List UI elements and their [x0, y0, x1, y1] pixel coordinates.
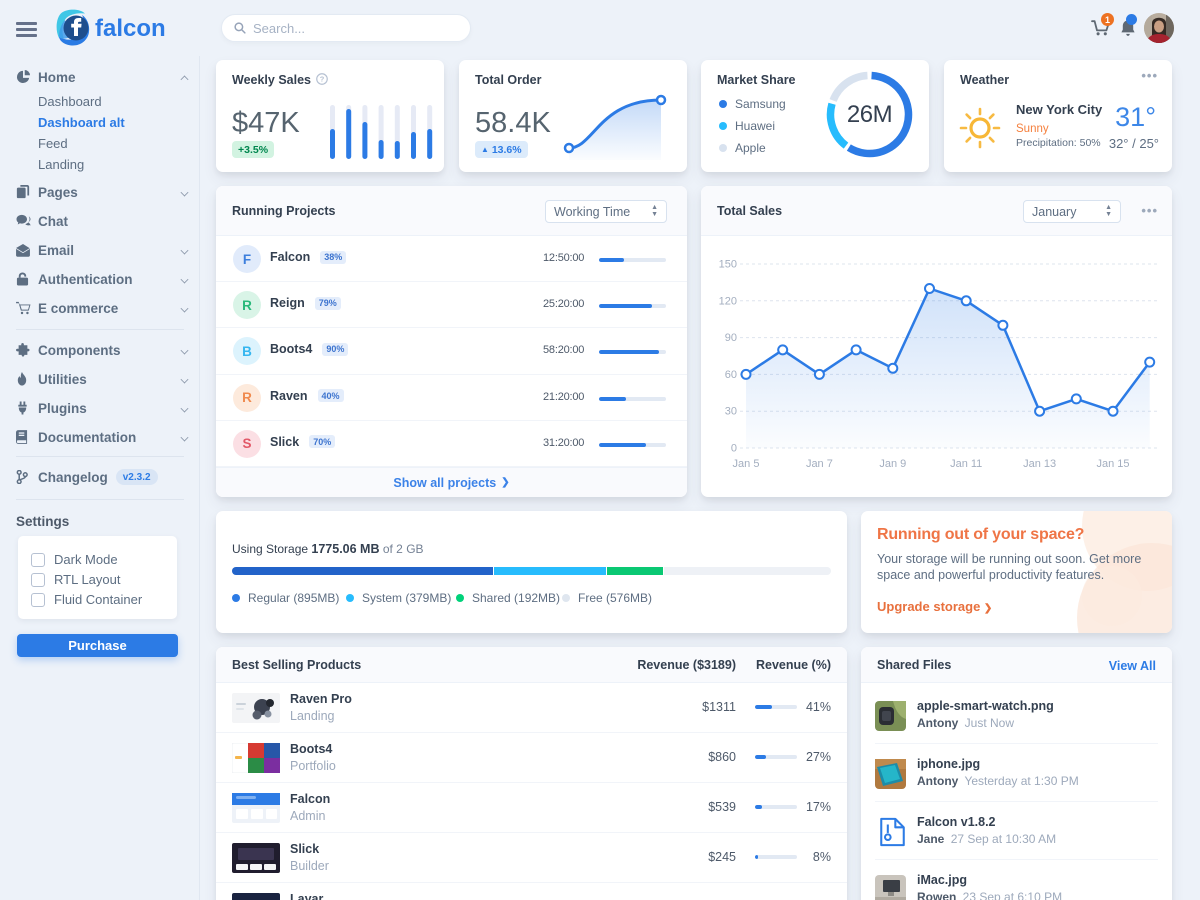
svg-text:150: 150 — [719, 259, 737, 271]
svg-text:Jan 13: Jan 13 — [1023, 458, 1056, 470]
svg-text:Jan 15: Jan 15 — [1096, 458, 1129, 470]
svg-text:120: 120 — [719, 295, 737, 307]
svg-text:90: 90 — [725, 332, 737, 344]
svg-text:60: 60 — [725, 369, 737, 381]
svg-text:Jan 5: Jan 5 — [733, 458, 760, 470]
svg-text:Jan 9: Jan 9 — [879, 458, 906, 470]
svg-text:Jan 11: Jan 11 — [950, 458, 982, 470]
svg-text:?: ? — [320, 75, 325, 84]
svg-text:0: 0 — [731, 443, 737, 455]
svg-text:30: 30 — [725, 406, 737, 418]
svg-text:Jan 7: Jan 7 — [806, 458, 833, 470]
